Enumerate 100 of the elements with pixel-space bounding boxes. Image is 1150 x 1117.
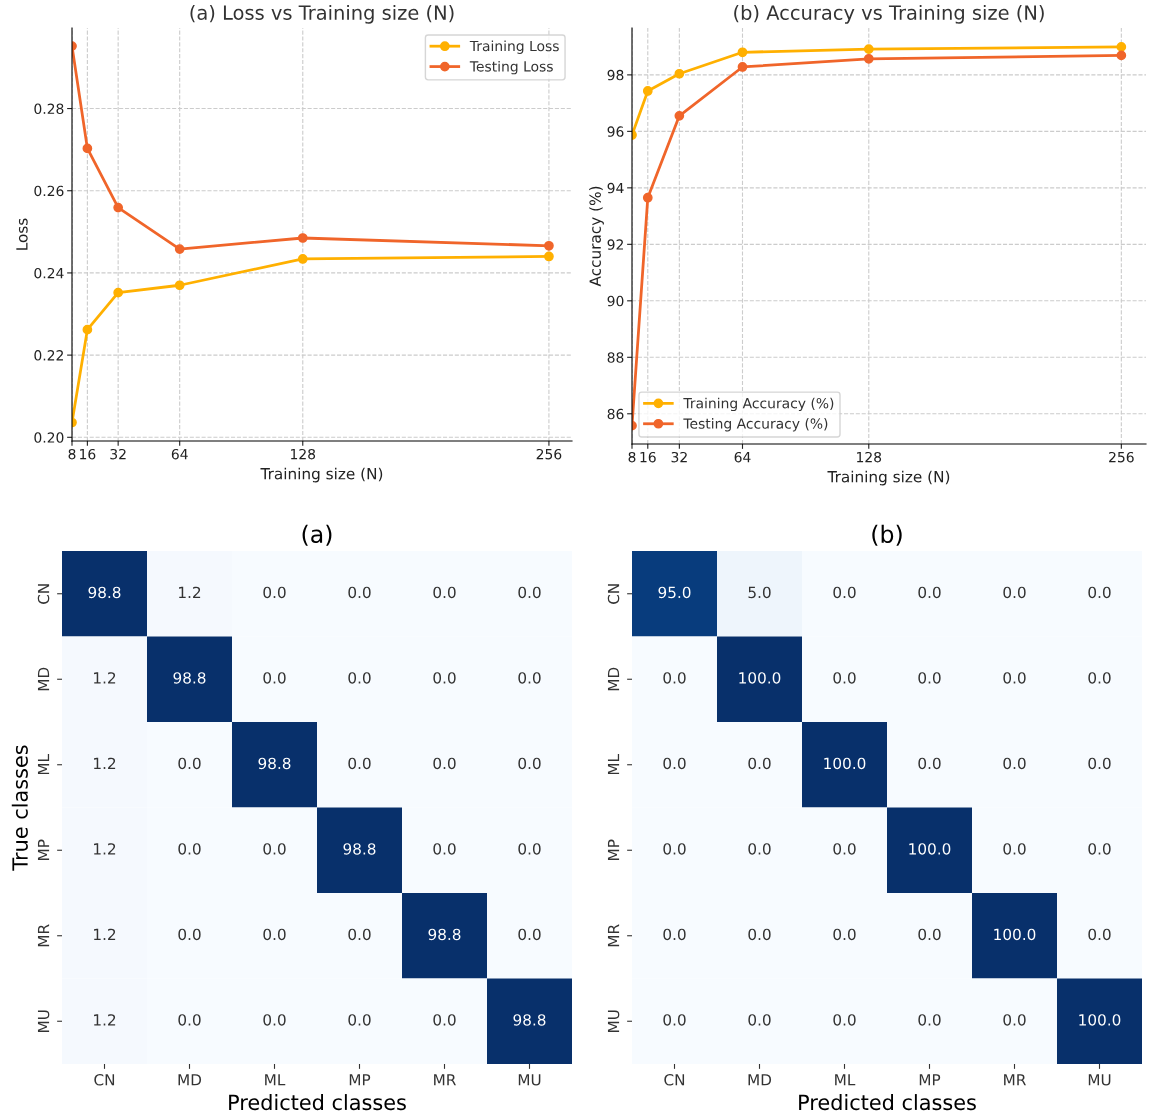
point [863,53,874,64]
data-label: 98.8 [88,586,121,599]
data-label: 0.0 [748,843,771,855]
x-axis-title: Training size (N) [260,467,383,483]
data-label: 0.0 [178,757,201,770]
data-label: 0.0 [433,672,456,684]
data-label: 0.0 [748,757,771,770]
x-tick-label: 32 [110,448,126,460]
x-tick-label: MP [349,1074,371,1086]
data-label: 0.0 [1003,843,1026,855]
data-label: 0.0 [1003,672,1026,684]
data-label: 0.0 [518,757,541,770]
x-axis-title: Training size (N) [827,470,950,486]
data-label: 0.0 [1088,757,1111,770]
point [737,62,748,72]
data-label: 0.0 [663,843,686,855]
data-label: 0.0 [1003,586,1026,599]
data-label: 0.0 [178,928,201,941]
x-tick-label: 8 [68,448,76,460]
chart-title: (a) [302,524,332,546]
data-label: 0.0 [263,843,286,855]
x-tick-label: 8 [628,451,636,463]
data-label: 1.2 [94,757,116,769]
x-tick-label: 64 [171,448,188,460]
point [1116,50,1127,61]
x-tick-label: MD [178,1074,202,1086]
data-label: 0.0 [263,1014,286,1026]
data-label: 0.0 [518,586,541,599]
x-tick-label: ML [835,1074,856,1086]
data-label: 0.0 [348,928,371,941]
data-label: 0.0 [263,928,286,941]
data-label: 0.0 [518,843,541,855]
point [1116,42,1127,52]
data-label: 0.0 [433,1014,456,1026]
data-label: 0.0 [1088,672,1111,684]
x-tick-label: CN [664,1073,685,1086]
y-tick-label: MR [37,924,50,947]
data-label: 0.0 [918,1014,941,1026]
y-tick-label: 94 [607,182,624,194]
point [674,110,685,121]
point [642,192,653,203]
chart-title: (b) [872,524,902,546]
data-label: 100.0 [739,672,781,684]
x-axis-title: Predicted classes [799,1094,976,1111]
data-label: 0.0 [748,928,771,941]
x-tick-label: 32 [671,451,687,463]
data-label: 0.0 [1003,1014,1026,1026]
y-tick-label: ML [37,753,50,775]
data-label: 0.0 [348,586,371,599]
chart-title: (a) Loss vs Training size (N) [190,4,454,24]
x-tick-label: 16 [640,451,656,463]
data-label: 0.0 [263,672,286,684]
data-label: 98.8 [173,672,206,684]
y-tick-label: CN [607,584,620,604]
data-label: 1.2 [94,1014,116,1026]
point [863,44,874,55]
data-label: 0.0 [518,928,541,941]
y-tick-label: 90 [607,295,624,307]
data-label: 0.0 [833,928,856,941]
y-tick-label: MP [607,839,620,860]
chart-title: (b) Accuracy vs Training size (N) [734,4,1044,24]
data-label: 0.0 [178,1014,201,1026]
x-tick-label: 128 [291,448,316,460]
x-tick-label: MP [919,1074,941,1086]
data-label: 0.0 [518,672,541,684]
data-label: 1.2 [179,586,201,598]
data-label: 0.0 [263,586,286,599]
data-label: 0.0 [433,757,456,770]
data-label: 0.0 [433,586,456,599]
y-tick-label: 88 [607,352,624,363]
data-label: 0.0 [1088,586,1111,599]
data-label: 0.0 [348,757,371,770]
data-label: 0.0 [178,843,201,855]
x-tick-label: 128 [857,451,882,463]
data-label: 0.0 [833,672,856,684]
x-tick-label: ML [265,1074,286,1086]
data-label: 0.0 [918,928,941,941]
data-label: 0.0 [833,843,856,855]
data-label: 95.0 [658,586,691,599]
data-label: 0.0 [663,928,686,941]
y-tick-label: 98 [607,69,624,81]
x-tick-label: MU [518,1074,541,1086]
y-tick-label: MU [37,1010,50,1032]
legend-label: Testing Accuracy (%) [683,418,828,432]
x-axis-title: Predicted classes [229,1094,406,1111]
y-tick-label: 0.22 [34,350,63,361]
point [297,233,308,243]
point [544,240,554,251]
y-tick-label: MD [37,667,50,691]
data-label: 100.0 [824,757,866,770]
data-label: 1.2 [94,843,116,855]
legend-label: Training Accuracy (%) [683,397,834,412]
x-tick-label: 256 [536,448,562,460]
data-label: 0.0 [348,672,371,684]
point [674,68,685,79]
point [642,86,653,96]
x-tick-label: MD [748,1074,772,1086]
point [174,280,185,291]
y-tick-label: 0.28 [34,103,64,115]
data-label: 0.0 [663,757,686,770]
